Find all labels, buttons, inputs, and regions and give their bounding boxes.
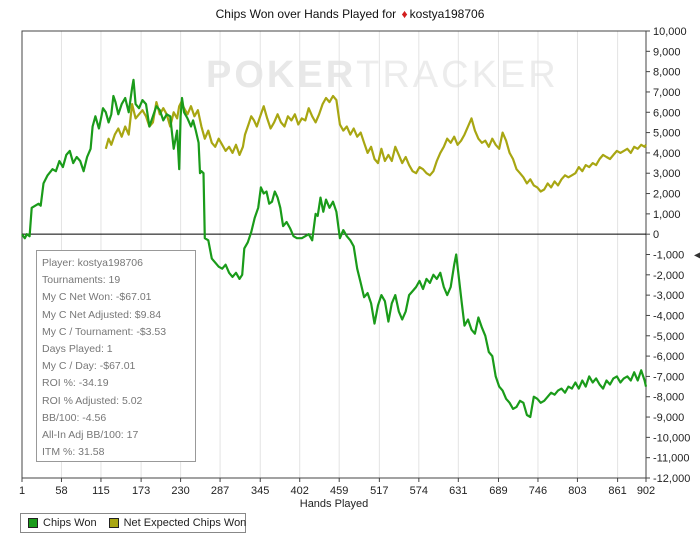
y-tick-label: -3,000 — [653, 290, 684, 302]
y-tick-label: -6,000 — [653, 351, 684, 363]
x-tick-label: 345 — [251, 485, 269, 497]
x-tick-label: 574 — [410, 485, 428, 497]
y-tick-label: -12,000 — [653, 473, 690, 485]
y-tick-label: 2,000 — [653, 189, 681, 201]
x-tick-label: 287 — [211, 485, 229, 497]
pokertracker-watermark: POKERTRACKER — [206, 54, 559, 96]
x-tick-label: 803 — [568, 485, 586, 497]
chart-legend: Chips Won Net Expected Chips Won — [20, 513, 246, 533]
y-tick-label: -7,000 — [653, 371, 684, 383]
y-tick-label: -5,000 — [653, 331, 684, 343]
x-axis-label: Hands Played — [300, 498, 369, 510]
stat-line: My C / Day: -$67.01 — [42, 360, 136, 373]
stat-line: My C / Tournament: -$3.53 — [42, 325, 167, 338]
x-tick-label: 746 — [529, 485, 547, 497]
y-tick-label: -4,000 — [653, 310, 684, 322]
legend-item: Net Expected Chips Won — [108, 517, 247, 529]
stat-line: ROI % Adjusted: 5.02 — [42, 394, 143, 407]
y-tick-label: -2,000 — [653, 270, 684, 282]
x-tick-label: 173 — [132, 485, 150, 497]
y-tick-label: 4,000 — [653, 148, 681, 160]
y-tick-label: 5,000 — [653, 128, 681, 140]
x-tick-label: 631 — [449, 485, 467, 497]
left-arrow-icon: ◀ — [694, 250, 700, 261]
y-tick-label: -8,000 — [653, 392, 684, 404]
series-line-chips-won — [21, 78, 648, 419]
x-tick-label: 58 — [55, 485, 67, 497]
y-tick-label: 9,000 — [653, 46, 681, 58]
y-tick-label: 0 — [653, 229, 659, 241]
y-tick-label: -11,000 — [653, 453, 690, 465]
legend-label: Net Expected Chips Won — [123, 517, 247, 529]
y-tick-label: 3,000 — [653, 168, 681, 180]
stat-line: ITM %: 31.58 — [42, 446, 105, 459]
stat-line: Player: kostya198706 — [42, 257, 143, 269]
x-tick-label: 517 — [370, 485, 388, 497]
x-tick-label: 861 — [608, 485, 626, 497]
y-tick-label: -10,000 — [653, 432, 690, 444]
x-tick-label: 402 — [291, 485, 309, 497]
chart-title-prefix: Chips Won over Hands Played for — [215, 7, 397, 21]
legend-swatch — [28, 518, 38, 528]
stat-line: Tournaments: 19 — [42, 274, 121, 287]
x-tick-label: 689 — [489, 485, 507, 497]
x-tick-label: 459 — [330, 485, 348, 497]
legend-item: Chips Won — [28, 517, 97, 529]
y-tick-label: 10,000 — [653, 26, 687, 38]
series-line-net-expected-chips-won — [104, 94, 647, 193]
chart-title: Chips Won over Hands Played for ♦ kostya1… — [0, 7, 700, 21]
legend-swatch — [108, 518, 119, 528]
stat-line: My C Net Won: -$67.01 — [42, 291, 152, 304]
stat-line: ROI %: -34.19 — [42, 377, 109, 390]
x-tick-label: 1 — [19, 485, 25, 497]
y-tick-label: -1,000 — [653, 250, 684, 262]
player-stats-box: Player: kostya198706 Tournaments: 19 My C … — [36, 250, 196, 462]
diamond-suit-icon: ♦ — [401, 7, 408, 21]
legend-label: Chips Won — [43, 517, 97, 529]
x-tick-label: 230 — [171, 485, 189, 497]
stat-line: All-In Adj BB/100: 17 — [42, 428, 139, 441]
stat-line: My C Net Adjusted: $9.84 — [42, 308, 162, 321]
stat-line: BB/100: -4.56 — [42, 411, 107, 424]
y-tick-label: -9,000 — [653, 412, 684, 424]
x-tick-label: 902 — [637, 485, 655, 497]
chart-title-player: kostya198706 — [409, 7, 485, 21]
y-tick-label: 7,000 — [653, 87, 681, 99]
y-tick-label: 8,000 — [653, 67, 681, 79]
x-tick-label: 115 — [92, 485, 110, 497]
y-tick-label: 1,000 — [653, 209, 681, 221]
y-tick-label: 6,000 — [653, 107, 681, 119]
stat-line: Days Played: 1 — [42, 342, 113, 355]
